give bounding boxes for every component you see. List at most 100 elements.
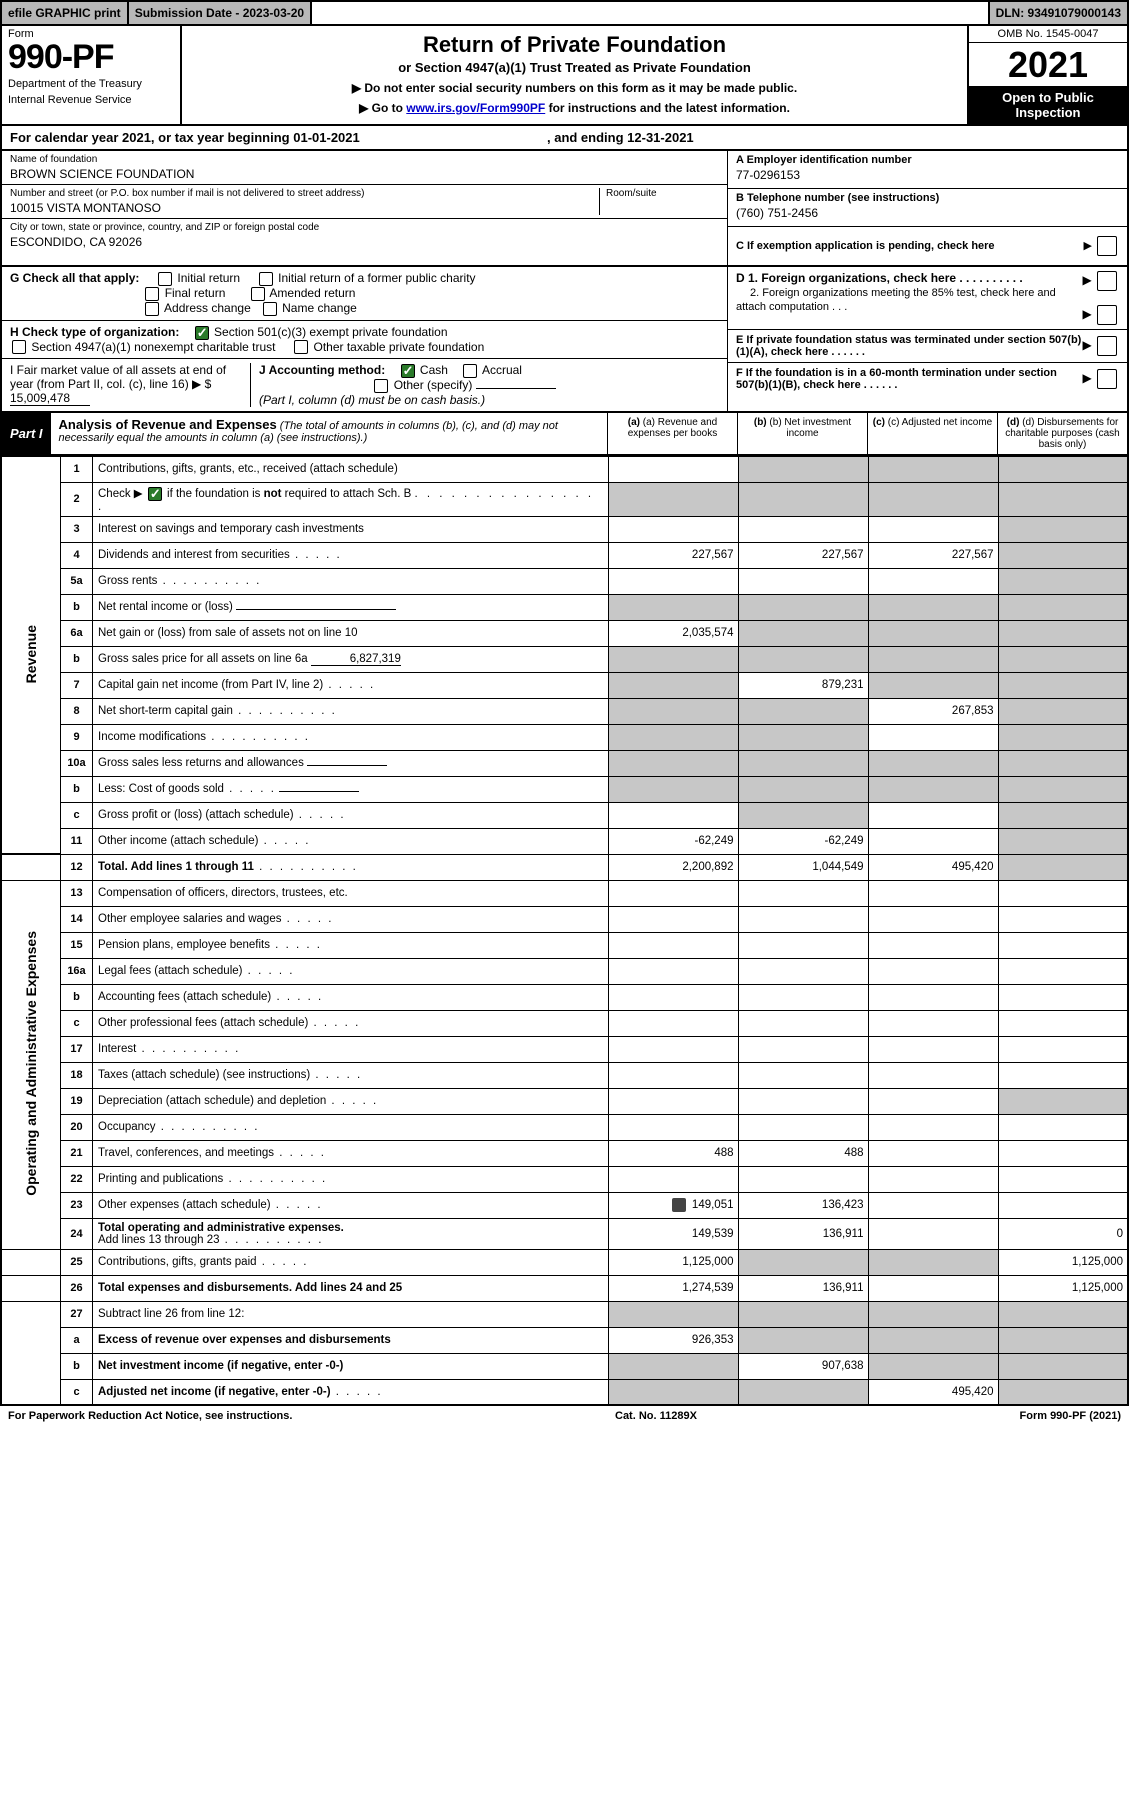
g-name-change-checkbox[interactable] — [263, 302, 277, 316]
g2-label: Initial return of a former public charit… — [278, 271, 475, 285]
attachment-icon[interactable] — [672, 1198, 686, 1212]
addr-label: Number and street (or P.O. box number if… — [10, 188, 599, 199]
r24-num: 24 — [61, 1218, 93, 1249]
h-row: H Check type of organization: Section 50… — [2, 321, 727, 360]
r12-a: 2,200,892 — [608, 854, 738, 880]
r16b-num: b — [61, 984, 93, 1010]
g-final-return-checkbox[interactable] — [145, 287, 159, 301]
r10b-num: b — [61, 776, 93, 802]
r4-a: 227,567 — [608, 542, 738, 568]
g3-label: Final return — [165, 286, 226, 300]
r24-b: 136,911 — [738, 1218, 868, 1249]
footer-mid: Cat. No. 11289X — [615, 1410, 697, 1422]
g1-label: Initial return — [177, 271, 240, 285]
r14-num: 14 — [61, 906, 93, 932]
row-23: 23 Other expenses (attach schedule) 149,… — [1, 1192, 1128, 1218]
revenue-section-label: Revenue — [1, 456, 61, 854]
r16b-desc: Accounting fees (attach schedule) — [93, 984, 609, 1010]
j-label: J Accounting method: — [259, 363, 385, 377]
h-501c3-checkbox[interactable] — [195, 326, 209, 340]
r4-desc: Dividends and interest from securities — [93, 542, 609, 568]
d1-checkbox[interactable] — [1097, 271, 1117, 291]
omb-number: OMB No. 1545-0047 — [969, 26, 1127, 43]
r27b-num: b — [61, 1353, 93, 1379]
f-checkbox[interactable] — [1097, 369, 1117, 389]
row-11: 11 Other income (attach schedule) -62,24… — [1, 828, 1128, 854]
row-2: 2 Check ▶ if the foundation is not requi… — [1, 482, 1128, 516]
r5b-num: b — [61, 594, 93, 620]
name-label: Name of foundation — [10, 154, 719, 165]
d2-checkbox[interactable] — [1097, 305, 1117, 325]
r17-desc: Interest — [93, 1036, 609, 1062]
col-b-header: (b) (b) Net investment income — [737, 413, 867, 454]
r11-b: -62,249 — [738, 828, 868, 854]
r27-desc: Subtract line 26 from line 12: — [93, 1301, 609, 1327]
form-number: 990-PF — [8, 40, 174, 74]
r11-num: 11 — [61, 828, 93, 854]
part1-header: Part I Analysis of Revenue and Expenses … — [0, 413, 1129, 456]
r23-num: 23 — [61, 1192, 93, 1218]
r8-num: 8 — [61, 698, 93, 724]
row-27a: a Excess of revenue over expenses and di… — [1, 1327, 1128, 1353]
foundation-name: BROWN SCIENCE FOUNDATION — [10, 167, 719, 181]
r2-schb-checkbox[interactable] — [148, 487, 162, 501]
g-initial-former-checkbox[interactable] — [259, 272, 273, 286]
cal-begin: 01-01-2021 — [293, 130, 360, 145]
j-other-checkbox[interactable] — [374, 379, 388, 393]
g-initial-return-checkbox[interactable] — [158, 272, 172, 286]
part1-badge: Part I — [2, 413, 51, 454]
note-ssn: ▶ Do not enter social security numbers o… — [190, 81, 959, 95]
irs-link[interactable]: www.irs.gov/Form990PF — [406, 101, 545, 115]
r1-num: 1 — [61, 456, 93, 482]
dept-treasury: Department of the Treasury — [8, 78, 174, 90]
open-public: Open to Public Inspection — [969, 86, 1127, 124]
tax-year: 2021 — [969, 43, 1127, 86]
row-16a: 16a Legal fees (attach schedule) — [1, 958, 1128, 984]
r21-num: 21 — [61, 1140, 93, 1166]
g-address-change-checkbox[interactable] — [145, 302, 159, 316]
row-4: 4 Dividends and interest from securities… — [1, 542, 1128, 568]
r20-num: 20 — [61, 1114, 93, 1140]
g5-label: Address change — [164, 301, 251, 315]
j3-label: Other (specify) — [394, 378, 473, 392]
row-16b: b Accounting fees (attach schedule) — [1, 984, 1128, 1010]
col-c-text: (c) Adjusted net income — [888, 417, 993, 428]
r3-desc: Interest on savings and temporary cash i… — [93, 516, 609, 542]
col-d-header: (d) (d) Disbursements for charitable pur… — [997, 413, 1127, 454]
col-a-header: (a) (a) Revenue and expenses per books — [607, 413, 737, 454]
r23-desc: Other expenses (attach schedule) — [93, 1192, 609, 1218]
c-checkbox[interactable] — [1097, 236, 1117, 256]
j-accrual-checkbox[interactable] — [463, 364, 477, 378]
r10c-num: c — [61, 802, 93, 828]
submission-date: Submission Date - 2023-03-20 — [129, 2, 312, 24]
r6b-num: b — [61, 646, 93, 672]
part1-title: Analysis of Revenue and Expenses — [59, 417, 277, 432]
form-header: Form 990-PF Department of the Treasury I… — [0, 26, 1129, 126]
r13-num: 13 — [61, 880, 93, 906]
i-label: I Fair market value of all assets at end… — [10, 363, 226, 391]
r8-desc: Net short-term capital gain — [93, 698, 609, 724]
city-label: City or town, state or province, country… — [10, 222, 719, 233]
r2-pre: Check ▶ — [98, 488, 146, 500]
r27c-num: c — [61, 1379, 93, 1405]
efile-label[interactable]: efile GRAPHIC print — [2, 2, 129, 24]
h-4947-checkbox[interactable] — [12, 340, 26, 354]
d1-label: D 1. Foreign organizations, check here .… — [736, 271, 1023, 285]
top-bar: efile GRAPHIC print Submission Date - 20… — [0, 0, 1129, 26]
r26-num: 26 — [61, 1275, 93, 1301]
note-goto: ▶ Go to www.irs.gov/Form990PF for instru… — [190, 101, 959, 115]
r5a-desc: Gross rents — [93, 568, 609, 594]
cal-end: 12-31-2021 — [627, 130, 694, 145]
r11-desc: Other income (attach schedule) — [93, 828, 609, 854]
e-checkbox[interactable] — [1097, 336, 1117, 356]
e-label: E If private foundation status was termi… — [736, 334, 1082, 358]
j-cash-checkbox[interactable] — [401, 364, 415, 378]
row-5a: 5a Gross rents — [1, 568, 1128, 594]
r27-num: 27 — [61, 1301, 93, 1327]
r4-c: 227,567 — [868, 542, 998, 568]
h-other-checkbox[interactable] — [294, 340, 308, 354]
room-label: Room/suite — [606, 188, 719, 199]
g-amended-checkbox[interactable] — [251, 287, 265, 301]
row-9: 9 Income modifications — [1, 724, 1128, 750]
i-fmv-value: 15,009,478 — [10, 391, 90, 406]
